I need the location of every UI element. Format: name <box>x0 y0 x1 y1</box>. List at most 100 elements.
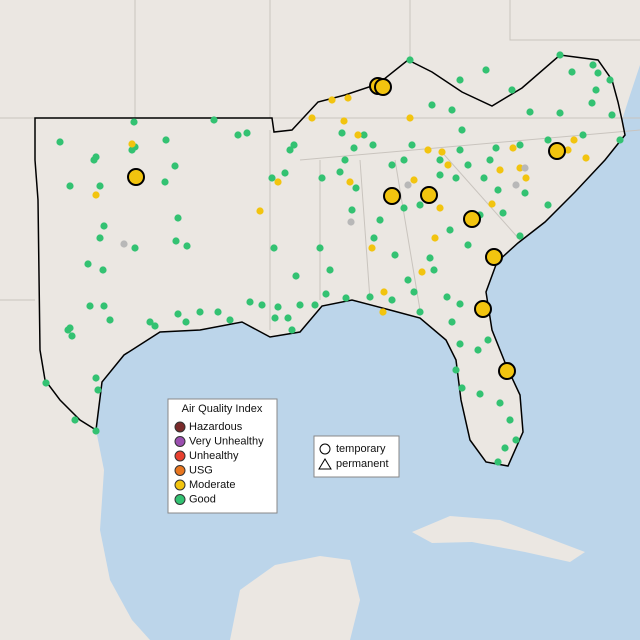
moderate-monitor <box>564 146 572 154</box>
moderate-monitor <box>274 178 282 186</box>
legend-swatch <box>174 436 186 447</box>
good-monitor <box>274 303 282 311</box>
good-monitor <box>162 136 170 144</box>
good-monitor <box>183 242 191 250</box>
shape-legend-label: permanent <box>336 458 389 470</box>
legend-swatch <box>174 479 186 491</box>
good-monitor <box>341 156 349 164</box>
good-monitor <box>210 116 218 124</box>
good-monitor <box>128 146 136 154</box>
good-monitor <box>96 182 104 190</box>
legend-items: Hazardous Very Unhealthy Unhealthy USG Moder… <box>174 421 264 505</box>
good-monitor <box>92 153 100 161</box>
good-monitor <box>526 108 534 116</box>
good-monitor <box>443 293 451 301</box>
good-monitor <box>316 244 324 252</box>
no-data-monitor <box>404 181 412 189</box>
good-monitor <box>246 298 254 306</box>
temporary-icon <box>319 443 331 455</box>
good-monitor <box>568 68 576 76</box>
moderate-monitor <box>128 140 136 148</box>
good-monitor <box>326 266 334 274</box>
good-monitor <box>521 189 529 197</box>
moderate-monitor <box>328 96 336 104</box>
good-monitor <box>410 288 418 296</box>
good-monitor <box>151 322 159 330</box>
moderate-monitor <box>379 308 387 316</box>
good-monitor <box>350 144 358 152</box>
good-monitor <box>464 161 472 169</box>
good-monitor <box>68 332 76 340</box>
good-monitor <box>448 106 456 114</box>
no-data-monitor <box>521 164 529 172</box>
good-monitor <box>99 266 107 274</box>
good-monitor <box>506 416 514 424</box>
no-data-monitor <box>347 218 355 226</box>
good-monitor <box>226 316 234 324</box>
moderate-monitor <box>444 161 452 169</box>
good-monitor <box>428 101 436 109</box>
good-monitor <box>416 201 424 209</box>
shape-legend-label: temporary <box>336 443 386 455</box>
good-monitor <box>448 318 456 326</box>
good-monitor <box>400 156 408 164</box>
good-monitor <box>86 302 94 310</box>
legend-swatch <box>174 465 186 476</box>
moderate-temporary-monitor <box>548 142 566 160</box>
good-monitor <box>430 266 438 274</box>
legend-label: Unhealthy <box>189 450 239 462</box>
shape-legend: temporary permanent <box>313 435 400 478</box>
good-monitor <box>342 294 350 302</box>
good-monitor <box>161 178 169 186</box>
good-monitor <box>284 314 292 322</box>
good-monitor <box>270 244 278 252</box>
good-monitor <box>146 318 154 326</box>
moderate-monitor <box>354 131 362 139</box>
good-monitor <box>369 141 377 149</box>
good-monitor <box>214 308 222 316</box>
moderate-monitor <box>256 207 264 215</box>
good-monitor <box>406 56 414 64</box>
legend-label: Hazardous <box>189 421 243 433</box>
good-monitor <box>286 146 294 154</box>
good-monitor <box>352 184 360 192</box>
moderate-monitor <box>418 268 426 276</box>
good-monitor <box>516 141 524 149</box>
good-monitor <box>281 169 289 177</box>
legend-swatch <box>174 450 186 462</box>
moderate-monitor <box>344 94 352 102</box>
good-monitor <box>579 131 587 139</box>
good-monitor <box>408 141 416 149</box>
good-monitor <box>458 384 466 392</box>
good-monitor <box>456 146 464 154</box>
legend-label: USG <box>189 464 213 476</box>
good-monitor <box>416 308 424 316</box>
monitors <box>42 51 624 466</box>
good-monitor <box>388 296 396 304</box>
legend-title: Air Quality Index <box>182 403 263 415</box>
good-monitor <box>458 126 466 134</box>
good-monitor <box>426 254 434 262</box>
good-monitor <box>348 206 356 214</box>
moderate-temporary-monitor <box>485 248 503 266</box>
good-monitor <box>589 61 597 69</box>
moderate-monitor <box>406 114 414 122</box>
good-monitor <box>66 182 74 190</box>
good-monitor <box>271 314 279 322</box>
good-monitor <box>366 293 374 301</box>
moderate-monitor <box>509 144 517 152</box>
moderate-temporary-monitor <box>383 187 401 205</box>
good-monitor <box>106 316 114 324</box>
yucatan <box>230 556 360 640</box>
good-monitor <box>71 416 79 424</box>
good-monitor <box>94 386 102 394</box>
good-monitor <box>499 209 507 217</box>
good-monitor <box>456 340 464 348</box>
good-monitor <box>391 251 399 259</box>
moderate-temporary-monitor <box>420 186 438 204</box>
good-monitor <box>404 276 412 284</box>
good-monitor <box>100 302 108 310</box>
good-monitor <box>486 156 494 164</box>
good-monitor <box>174 310 182 318</box>
